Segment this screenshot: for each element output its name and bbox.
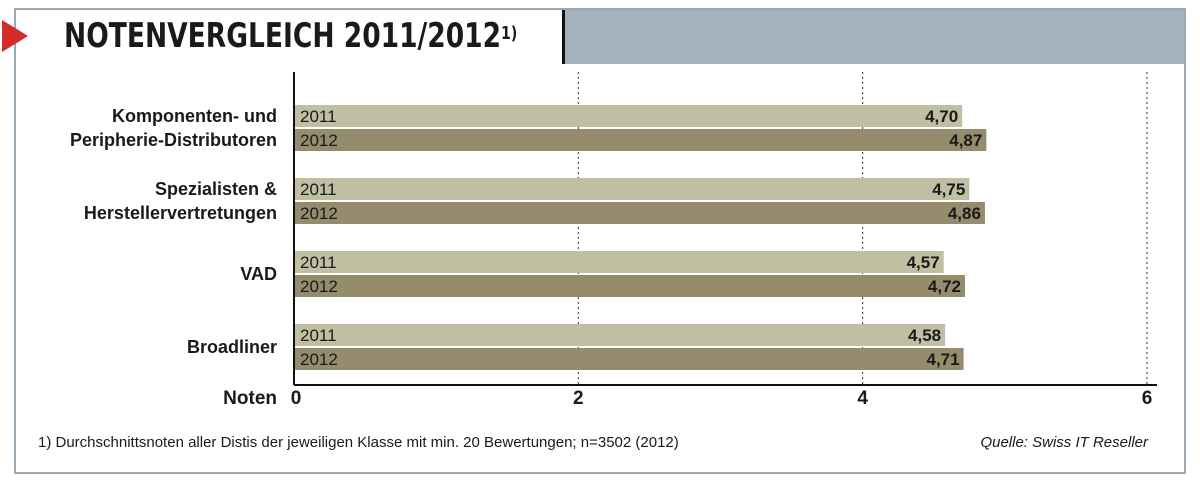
- bar-2012-2: [294, 275, 966, 297]
- x-axis-label: Noten: [223, 388, 277, 409]
- chart-title: NOTENVERGLEICH 2011/20121): [64, 16, 517, 56]
- category-label-1-0: Spezialisten &: [155, 179, 277, 199]
- bar-series-label-2011-2: 2011: [300, 253, 337, 272]
- category-label-0-0: Komponenten- und: [112, 106, 277, 126]
- footnote: 1) Durchschnittsnoten aller Distis der j…: [38, 434, 679, 451]
- x-tick-label-0: 0: [291, 388, 302, 409]
- red-arrow-icon: [2, 20, 28, 52]
- data-label-2012-3: 4,71: [927, 350, 960, 369]
- bar-2012-1: [294, 202, 985, 224]
- category-label-1-1: Herstellervertretungen: [84, 203, 277, 223]
- bar-2011-2: [294, 251, 944, 273]
- data-label-2012-1: 4,86: [948, 204, 981, 223]
- data-label-2011-0: 4,70: [925, 107, 958, 126]
- title-footnote-marker: 1): [501, 23, 518, 44]
- bar-2011-0: [294, 105, 963, 127]
- bar-series-label-2012-2: 2012: [300, 277, 338, 296]
- data-label-2011-3: 4,58: [908, 326, 941, 345]
- header-title-box: [16, 10, 562, 64]
- chart-title-text: NOTENVERGLEICH 2011/2012: [64, 16, 502, 56]
- bar-series-label-2011-1: 2011: [300, 180, 337, 199]
- category-label-0-1: Peripherie-Distributoren: [70, 130, 277, 150]
- bar-2011-1: [294, 178, 970, 200]
- bar-series-label-2012-0: 2012: [300, 131, 338, 150]
- bar-2011-3: [294, 324, 946, 346]
- bar-series-label-2011-0: 2011: [300, 107, 337, 126]
- bar-2012-3: [294, 348, 964, 370]
- bar-chart: 2011 4,70 2012 4,87 Komponenten- und Peripher…: [70, 72, 1157, 409]
- bar-series-label-2011-3: 2011: [300, 326, 337, 345]
- source-credit: Quelle: Swiss IT Reseller: [980, 434, 1148, 451]
- bar-2012-0: [294, 129, 987, 151]
- data-label-2012-2: 4,72: [928, 277, 961, 296]
- data-label-2011-1: 4,75: [932, 180, 965, 199]
- category-label-3-0: Broadliner: [187, 337, 277, 357]
- chart-frame: NOTENVERGLEICH 2011/20121) 2011 4,70 2012 4…: [2, 8, 1186, 474]
- bar-series-label-2012-3: 2012: [300, 350, 338, 369]
- bar-series-label-2012-1: 2012: [300, 204, 338, 223]
- x-tick-label-2: 2: [573, 388, 584, 409]
- data-label-2012-0: 4,87: [949, 131, 982, 150]
- header-divider: [562, 10, 565, 64]
- category-label-2-0: VAD: [240, 264, 277, 284]
- x-tick-label-6: 6: [1142, 388, 1153, 409]
- x-tick-label-4: 4: [857, 388, 868, 409]
- data-label-2011-2: 4,57: [907, 253, 940, 272]
